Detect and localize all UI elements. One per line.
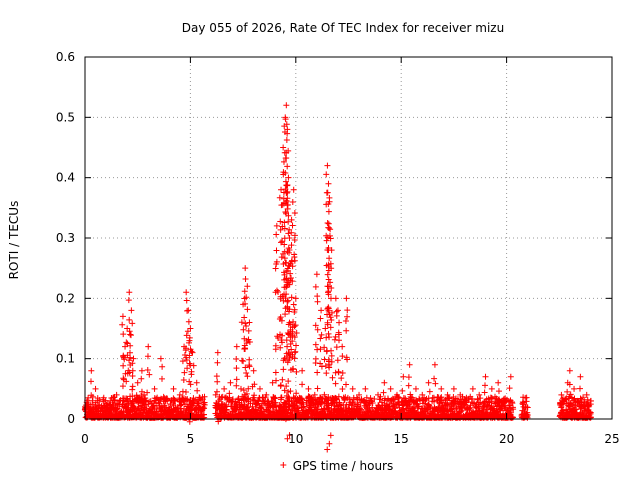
data-point xyxy=(200,411,207,418)
data-point xyxy=(156,400,163,407)
y-tick-label: 0.3 xyxy=(56,231,75,245)
x-tick-label: 25 xyxy=(604,432,619,446)
data-point xyxy=(247,400,254,407)
x-tick-label: 10 xyxy=(288,432,303,446)
data-point xyxy=(253,401,260,408)
y-tick-label: 0.4 xyxy=(56,171,75,185)
data-point xyxy=(85,394,92,401)
y-tick-label: 0.2 xyxy=(56,291,75,305)
chart-title: Day 055 of 2026, Rate Of TEC Index for r… xyxy=(182,21,504,35)
data-point xyxy=(268,397,275,404)
data-point xyxy=(201,393,208,400)
x-tick-label: 0 xyxy=(81,432,89,446)
data-point xyxy=(249,403,256,410)
data-point xyxy=(112,397,119,404)
data-points xyxy=(81,102,594,469)
data-point xyxy=(201,399,208,406)
x-tick-label: 5 xyxy=(187,432,195,446)
x-tick-label: 20 xyxy=(499,432,514,446)
data-point xyxy=(232,407,239,414)
y-tick-label: 0.5 xyxy=(56,110,75,124)
y-tick-label: 0.1 xyxy=(56,352,75,366)
grid-lines xyxy=(85,57,612,419)
data-point xyxy=(157,396,164,403)
data-point xyxy=(192,405,199,412)
x-axis-label: GPS time / hours xyxy=(293,459,394,473)
y-tick-label: 0.6 xyxy=(56,50,75,64)
y-axis-label: ROTI / TECUs xyxy=(7,201,21,280)
data-point xyxy=(235,395,242,402)
data-point xyxy=(258,404,265,411)
x-tick-label: 15 xyxy=(394,432,409,446)
data-point xyxy=(113,406,120,413)
data-point xyxy=(200,401,207,407)
data-point xyxy=(134,406,141,413)
y-tick-label: 0 xyxy=(67,412,75,426)
data-point xyxy=(229,396,236,403)
data-point xyxy=(271,395,278,402)
